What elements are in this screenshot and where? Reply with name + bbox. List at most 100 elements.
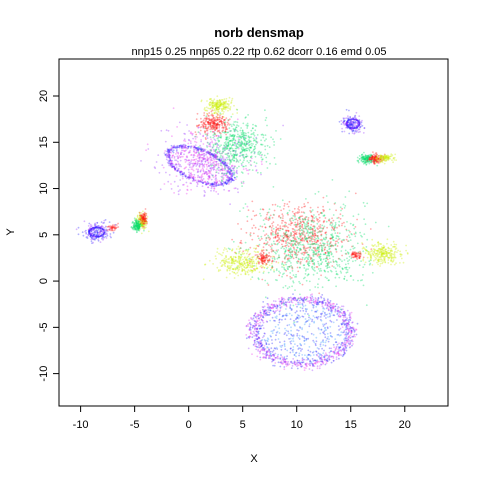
scatter-point bbox=[296, 262, 299, 264]
scatter-point bbox=[201, 179, 204, 182]
scatter-point bbox=[329, 325, 332, 328]
scatter-point bbox=[237, 245, 240, 248]
scatter-point bbox=[239, 264, 242, 267]
scatter-point bbox=[290, 367, 293, 369]
scatter-point bbox=[296, 316, 299, 319]
scatter-point bbox=[326, 326, 329, 329]
scatter-point bbox=[306, 354, 309, 357]
scatter-point bbox=[211, 146, 214, 149]
scatter-point bbox=[342, 353, 345, 356]
scatter-point bbox=[168, 174, 171, 176]
scatter-point bbox=[334, 309, 337, 312]
scatter-point bbox=[231, 270, 234, 273]
scatter-point bbox=[319, 318, 322, 321]
scatter-point bbox=[222, 147, 225, 150]
scatter-point bbox=[271, 225, 274, 227]
scatter-point bbox=[230, 125, 233, 128]
scatter-point bbox=[318, 230, 321, 233]
scatter-point bbox=[167, 150, 170, 153]
scatter-point bbox=[220, 159, 223, 162]
scatter-point bbox=[264, 309, 266, 312]
scatter-point bbox=[304, 296, 306, 299]
scatter-point bbox=[212, 154, 214, 157]
scatter-point bbox=[239, 250, 241, 253]
scatter-point bbox=[277, 249, 280, 251]
scatter-point bbox=[347, 322, 350, 325]
scatter-point bbox=[288, 363, 291, 366]
scatter-point bbox=[182, 147, 185, 150]
scatter-point bbox=[326, 360, 329, 362]
scatter-point bbox=[221, 169, 224, 172]
scatter-point bbox=[273, 355, 275, 358]
scatter-point bbox=[284, 358, 287, 361]
scatter-point bbox=[328, 245, 330, 248]
scatter-point bbox=[214, 183, 216, 186]
scatter-point bbox=[290, 308, 293, 311]
scatter-point bbox=[147, 148, 150, 150]
scatter-point bbox=[280, 297, 283, 299]
scatter-point bbox=[200, 153, 203, 156]
scatter-point bbox=[252, 325, 255, 327]
scatter-point bbox=[266, 152, 269, 155]
scatter-point bbox=[295, 300, 298, 302]
scatter-point bbox=[205, 151, 208, 154]
scatter-point bbox=[315, 217, 318, 220]
scatter-point bbox=[259, 172, 262, 174]
scatter-point bbox=[218, 158, 221, 161]
scatter-point bbox=[285, 304, 288, 307]
scatter-point bbox=[278, 310, 281, 313]
scatter-point bbox=[155, 161, 158, 163]
scatter-point bbox=[259, 327, 262, 330]
scatter-point bbox=[299, 243, 301, 246]
scatter-point bbox=[216, 181, 219, 184]
scatter-point bbox=[317, 262, 320, 265]
scatter-point bbox=[219, 160, 222, 163]
scatter-point bbox=[285, 334, 288, 337]
scatter-point bbox=[216, 142, 219, 145]
scatter-point bbox=[355, 333, 358, 336]
scatter-point bbox=[341, 254, 343, 257]
scatter-point bbox=[294, 297, 297, 300]
scatter-point bbox=[295, 355, 297, 358]
scatter-point bbox=[321, 312, 323, 315]
scatter-point bbox=[272, 300, 275, 302]
scatter-point bbox=[237, 223, 239, 225]
scatter-point bbox=[301, 304, 304, 306]
scatter-point bbox=[315, 360, 317, 362]
scatter-point bbox=[351, 327, 354, 329]
scatter-point bbox=[336, 232, 339, 234]
scatter-point bbox=[203, 181, 206, 184]
scatter-point bbox=[210, 183, 213, 186]
scatter-point bbox=[326, 313, 329, 316]
scatter-point bbox=[287, 330, 289, 333]
scatter-point bbox=[348, 318, 351, 321]
scatter-point bbox=[345, 339, 348, 341]
scatter-point bbox=[280, 247, 283, 250]
scatter-point bbox=[305, 309, 307, 311]
scatter-point bbox=[188, 159, 190, 162]
scatter-point bbox=[263, 242, 265, 245]
scatter-point bbox=[274, 251, 276, 254]
scatter-point bbox=[259, 346, 261, 349]
scatter-point bbox=[307, 258, 310, 261]
scatter-point bbox=[265, 350, 268, 353]
scatter-point bbox=[202, 157, 205, 160]
scatter-point bbox=[225, 142, 228, 145]
scatter-point bbox=[272, 230, 274, 233]
scatter-point bbox=[248, 143, 251, 146]
scatter-point bbox=[258, 337, 260, 339]
scatter-point bbox=[289, 347, 292, 350]
scatter-point bbox=[199, 148, 202, 150]
scatter-point bbox=[304, 235, 306, 238]
scatter-point bbox=[189, 149, 192, 152]
scatter-point bbox=[213, 162, 215, 164]
scatter-point bbox=[183, 139, 185, 142]
scatter-point bbox=[332, 259, 335, 261]
scatter-point bbox=[290, 329, 292, 332]
scatter-point bbox=[350, 331, 353, 334]
scatter-point bbox=[217, 113, 220, 116]
scatter-point bbox=[248, 335, 251, 338]
scatter-point bbox=[246, 323, 249, 326]
scatter-point bbox=[292, 297, 295, 300]
scatter-point bbox=[188, 164, 191, 167]
